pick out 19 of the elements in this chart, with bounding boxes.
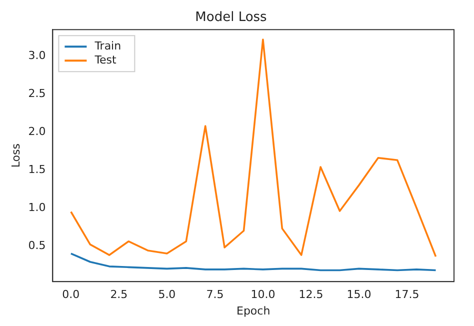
x-tick-label: 15.0 [346, 288, 372, 302]
y-tick-label: 2.0 [28, 124, 46, 138]
y-axis-title: Loss [9, 143, 22, 168]
x-tick-label: 7.5 [206, 288, 224, 302]
legend-label: Train [94, 39, 122, 52]
x-tick-label: 10.0 [250, 288, 276, 302]
y-tick-label: 1.5 [28, 162, 46, 176]
x-tick-label: 17.5 [394, 288, 420, 302]
x-tick-label: 5.0 [158, 288, 176, 302]
y-tick-label: 0.5 [28, 238, 46, 252]
x-axis-title: Epoch [236, 304, 270, 318]
legend-label: Test [94, 53, 118, 66]
y-tick-label: 2.5 [28, 86, 46, 100]
x-tick-label: 12.5 [298, 288, 324, 302]
chart-title: Model Loss [195, 10, 268, 26]
x-tick-label: 0.0 [62, 288, 80, 302]
y-tick-label: 1.0 [28, 200, 46, 214]
y-tick-label: 3.0 [28, 49, 46, 62]
x-tick-label: 2.5 [110, 288, 128, 302]
